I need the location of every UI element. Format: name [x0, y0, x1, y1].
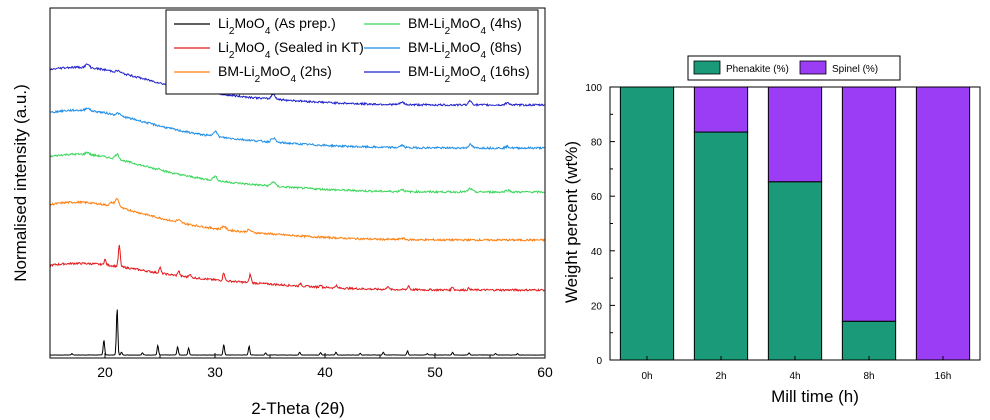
bar-x-tick-label: 4h: [789, 371, 800, 382]
xrd-series-line: [50, 107, 545, 151]
xrd-legend: Li2MoO4 (As prep.)Li2MoO4 (Sealed in KT)…: [165, 9, 539, 95]
bar-segment: [841, 86, 897, 322]
xrd-x-tick-label: 60: [537, 364, 553, 380]
bar-x-tick-label: 16h: [935, 371, 952, 382]
bar-x-axis-title: Mill time (h): [771, 387, 859, 406]
xrd-x-axis: 20 30 40 50 60: [49, 353, 553, 380]
bar-x-tick-label: 0h: [641, 371, 652, 382]
xrd-legend-label: BM-Li2MoO4 (4hs): [408, 15, 522, 37]
bar-y-tick-label: 20: [591, 301, 603, 312]
xrd-legend-label: BM-Li2MoO4 (16hs): [408, 63, 530, 85]
bar-x-tick-label: 2h: [715, 371, 726, 382]
bar-legend-swatch: [799, 60, 827, 75]
bar-legend-swatch: [693, 60, 721, 75]
bar-x-axis: 0h 2h 4h 8h 16h: [641, 356, 951, 382]
bar-legend-label: Phenakite (%): [726, 64, 789, 75]
bar-legend: Phenakite (%) Spinel (%): [687, 55, 901, 81]
bar-segment: [693, 131, 749, 361]
bar-segment: [915, 86, 971, 361]
bar-segment: [767, 181, 823, 361]
xrd-legend-label: BM-Li2MoO4 (8hs): [408, 39, 522, 61]
xrd-series-line: [49, 151, 545, 195]
bar-x-tick-label: 8h: [863, 371, 874, 382]
bar-y-tick-label: 40: [591, 247, 603, 258]
xrd-x-tick-label: 20: [97, 364, 113, 380]
xrd-plot-frame: [49, 7, 546, 359]
bar-y-tick-label: 0: [596, 356, 602, 367]
xrd-x-tick-label: 30: [207, 364, 223, 380]
bar-y-axis-title: Weight percent (wt%): [562, 141, 581, 303]
phase-bar-chart: 0 20 40 60 80 100 0h 2h 4h 8h 16h Mill time (h) W…: [562, 55, 981, 406]
xrd-legend-label: BM-Li2MoO4 (2hs): [218, 63, 332, 85]
xrd-y-axis-title: Normalised intensity (a.u.): [11, 84, 30, 281]
bar-legend-box: [687, 55, 901, 81]
xrd-legend-label: Li2MoO4 (Sealed in KT): [218, 39, 364, 61]
xrd-series-line: [49, 197, 545, 243]
bar-segment: [693, 86, 749, 133]
bar-segment: [619, 86, 675, 361]
xrd-legend-box: [165, 9, 539, 95]
xrd-x-tick-label: 50: [427, 364, 443, 380]
xrd-series-line: [50, 309, 545, 356]
bar-plot-area: [619, 86, 971, 361]
xrd-legend-label: Li2MoO4 (As prep.): [218, 15, 336, 37]
xrd-series-line: [49, 244, 545, 293]
bar-y-tick-label: 100: [585, 83, 602, 94]
bar-segment: [767, 86, 823, 183]
bar-legend-label: Spinel (%): [832, 64, 878, 75]
xrd-chart: 20 30 40 50 60 2-Theta (2θ) Normalised inten…: [11, 7, 553, 418]
bar-segment: [841, 320, 897, 361]
xrd-plot-area: [49, 63, 545, 356]
xrd-x-tick-label: 40: [317, 364, 333, 380]
bar-y-tick-label: 80: [591, 138, 603, 149]
bar-y-axis: 0 20 40 60 80 100: [585, 83, 615, 367]
xrd-x-axis-title: 2-Theta (2θ): [251, 399, 345, 418]
bar-y-tick-label: 60: [591, 192, 603, 203]
xrd-series-line: [49, 63, 545, 108]
